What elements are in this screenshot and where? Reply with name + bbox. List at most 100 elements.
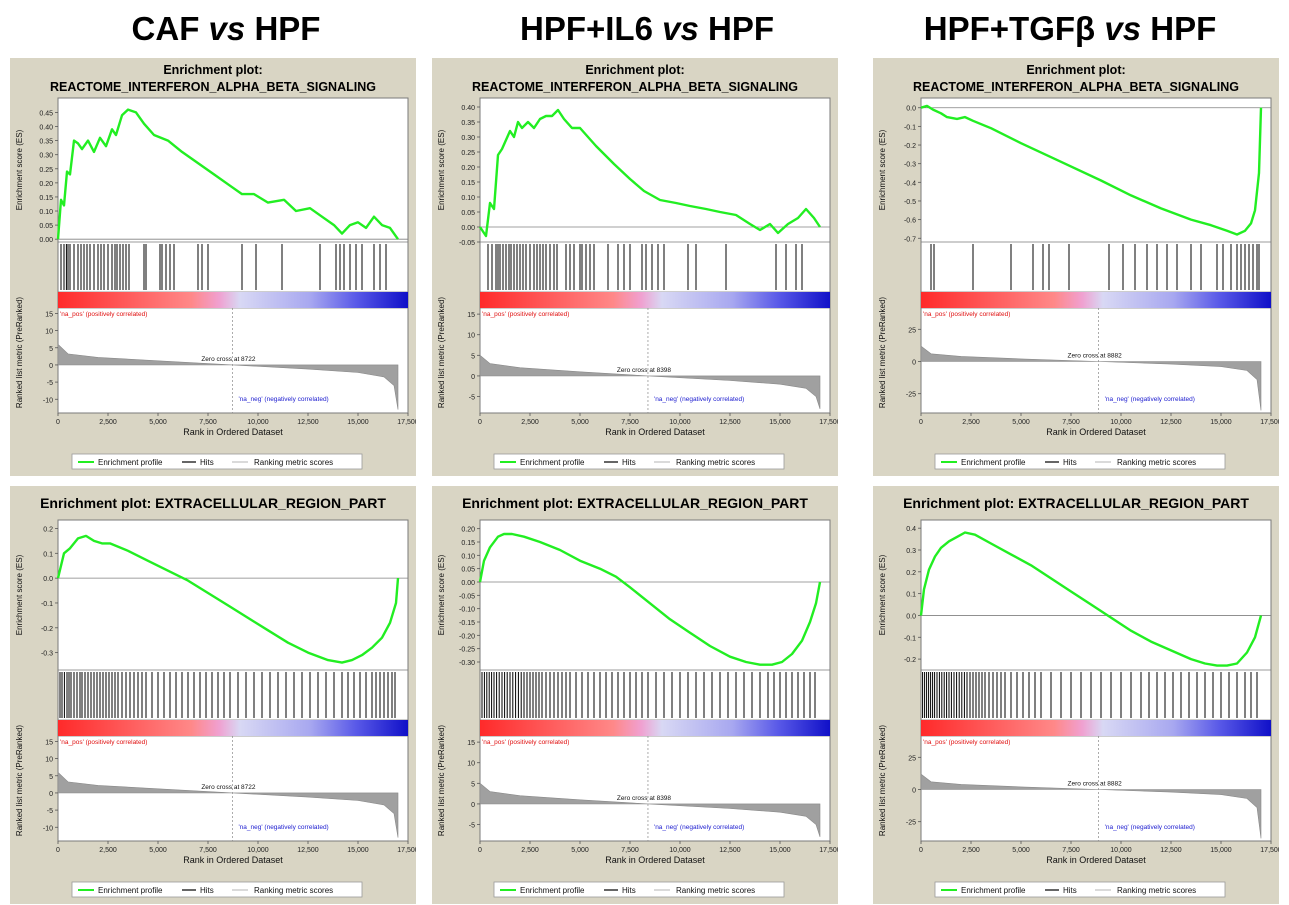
x-tick-label: 5,000 — [149, 419, 167, 426]
y-axis-label: Enrichment score (ES) — [15, 554, 24, 635]
x-tick-label: 2,500 — [962, 419, 980, 426]
negative-label: 'na_neg' (negatively correlated) — [654, 396, 744, 403]
es-tick-label: 0.10 — [461, 553, 475, 560]
legend-label: Enrichment profile — [520, 458, 585, 467]
legend-label: Enrichment profile — [98, 458, 163, 467]
es-tick-label: 0.00 — [39, 237, 53, 244]
x-tick-label: 17,500 — [397, 419, 416, 426]
column-title-2: HPF+IL6 vs HPF — [519, 10, 774, 47]
plot-title: Enrichment plot: EXTRACELLULAR_REGION_PA… — [462, 495, 808, 511]
es-tick-label: 0.05 — [39, 223, 53, 230]
legend-box — [71, 453, 363, 470]
zero-cross-label: Zero cross at 8398 — [617, 367, 672, 374]
legend-label: Ranking metric scores — [1117, 458, 1196, 467]
metric-tick-label: 15 — [467, 312, 475, 319]
es-tick-label: -0.05 — [459, 240, 475, 247]
x-tick-label: 5,000 — [571, 847, 589, 854]
es-tick-label: 0.4 — [906, 526, 916, 533]
plot-title: Enrichment plot: EXTRACELLULAR_REGION_PA… — [903, 495, 1249, 511]
ranking-color-bar — [921, 720, 1271, 736]
metric-axis-label: Ranked list metric (PreRanked) — [15, 297, 24, 408]
x-tick-label: 10,000 — [1110, 419, 1132, 426]
x-tick-label: 0 — [919, 847, 923, 854]
metric-tick-label: 10 — [45, 757, 53, 764]
x-tick-label: 5,000 — [1012, 847, 1030, 854]
legend-label: Ranking metric scores — [1117, 886, 1196, 895]
es-tick-label: -0.05 — [459, 593, 475, 600]
plot-title: REACTOME_INTERFERON_ALPHA_BETA_SIGNALING — [50, 80, 376, 94]
metric-tick-label: -5 — [469, 395, 475, 402]
es-tick-label: 0.20 — [39, 181, 53, 188]
x-tick-label: 10,000 — [247, 847, 269, 854]
legend-label: Hits — [200, 886, 214, 895]
plot-title: REACTOME_INTERFERON_ALPHA_BETA_SIGNALING — [472, 80, 798, 94]
column-title-1: CAF vs HPF — [131, 10, 321, 47]
es-tick-label: -0.3 — [41, 651, 53, 658]
legend-label: Enrichment profile — [520, 886, 585, 895]
x-tick-label: 7,500 — [1062, 419, 1080, 426]
x-tick-label: 15,000 — [769, 847, 791, 854]
x-axis-label: Rank in Ordered Dataset — [183, 855, 283, 865]
ranking-metric-area — [920, 345, 1262, 411]
zero-cross-label: Zero cross at 8722 — [201, 784, 256, 791]
metric-tick-label: 15 — [467, 740, 475, 747]
y-axis-label: Enrichment score (ES) — [878, 554, 887, 635]
enrichment-profile-line — [919, 531, 1263, 667]
enrichment-plot-2: Enrichment plot: REACTOME_INTERFERON_ALPH… — [432, 58, 838, 476]
enrichment-profile-line — [56, 108, 399, 240]
ranking-metric-area — [920, 773, 1262, 839]
x-tick-label: 15,000 — [1210, 419, 1232, 426]
enrichment-profile-line — [920, 104, 1263, 236]
metric-tick-label: 0 — [912, 360, 916, 367]
metric-tick-label: -5 — [469, 823, 475, 830]
positive-label: 'na_pos' (positively correlated) — [923, 739, 1010, 746]
legend-box — [934, 881, 1226, 898]
legend-box — [493, 453, 785, 470]
es-tick-label: -0.5 — [904, 199, 916, 206]
metric-tick-label: -10 — [43, 397, 53, 404]
x-tick-label: 17,500 — [397, 847, 416, 854]
x-axis-label: Rank in Ordered Dataset — [605, 855, 705, 865]
es-tick-label: 0.45 — [39, 110, 53, 117]
es-tick-label: -0.1 — [904, 124, 916, 131]
es-tick-label: 0.0 — [906, 613, 916, 620]
x-axis-label: Rank in Ordered Dataset — [183, 427, 283, 437]
y-axis-label: Enrichment score (ES) — [437, 554, 446, 635]
metric-axis-label: Ranked list metric (PreRanked) — [878, 297, 887, 408]
x-tick-label: 2,500 — [99, 419, 117, 426]
es-tick-label: 0.10 — [461, 195, 475, 202]
metric-axis-label: Ranked list metric (PreRanked) — [437, 725, 446, 836]
metric-tick-label: 25 — [908, 755, 916, 762]
x-tick-label: 12,500 — [1160, 847, 1182, 854]
column-title-3: HPF+TGFβ vs HPF — [923, 10, 1217, 47]
x-tick-label: 7,500 — [199, 847, 217, 854]
x-tick-label: 12,500 — [1160, 419, 1182, 426]
es-tick-label: -0.20 — [459, 633, 475, 640]
x-tick-label: 12,500 — [719, 419, 741, 426]
plot-title: Enrichment plot: EXTRACELLULAR_REGION_PA… — [40, 495, 386, 511]
metric-tick-label: -25 — [906, 820, 916, 827]
metric-tick-label: 5 — [49, 774, 53, 781]
zero-cross-label: Zero cross at 8882 — [1068, 353, 1123, 360]
x-tick-label: 12,500 — [719, 847, 741, 854]
enrichment-plot-4: Enrichment plot: EXTRACELLULAR_REGION_PA… — [10, 486, 416, 904]
es-tick-label: 0.40 — [39, 125, 53, 132]
metric-tick-label: 10 — [467, 333, 475, 340]
legend-label: Ranking metric scores — [676, 458, 755, 467]
es-tick-label: -0.2 — [904, 143, 916, 150]
x-tick-label: 10,000 — [247, 419, 269, 426]
ranking-metric-area — [479, 782, 821, 837]
x-tick-label: 15,000 — [347, 419, 369, 426]
es-tick-label: -0.4 — [904, 180, 916, 187]
x-tick-label: 12,500 — [297, 847, 319, 854]
x-tick-label: 2,500 — [99, 847, 117, 854]
x-axis-label: Rank in Ordered Dataset — [605, 427, 705, 437]
x-tick-label: 5,000 — [149, 847, 167, 854]
es-tick-label: -0.2 — [41, 626, 53, 633]
x-tick-label: 7,500 — [621, 419, 639, 426]
x-tick-label: 0 — [56, 847, 60, 854]
es-tick-label: 0.1 — [906, 592, 916, 599]
x-tick-label: 2,500 — [962, 847, 980, 854]
es-tick-label: 0.3 — [906, 548, 916, 555]
metric-tick-label: 15 — [45, 311, 53, 318]
